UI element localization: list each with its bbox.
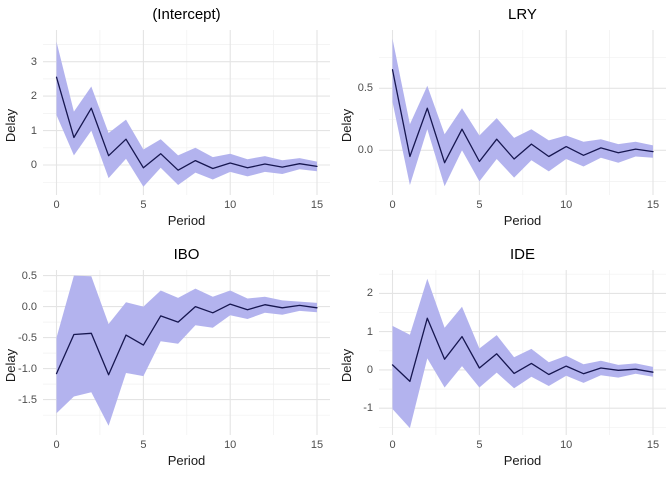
delay-line: [55, 76, 318, 171]
confidence-ribbon: [56, 275, 317, 426]
y-axis-title: Delay: [3, 348, 19, 382]
x-axis-title: Period: [167, 213, 206, 228]
chart-ide-canvas: [379, 270, 666, 435]
y-axis-title-wrap: Delay: [0, 270, 22, 460]
x-axis-title: Period: [167, 453, 206, 468]
y-axis-title-wrap: Delay: [336, 30, 358, 220]
confidence-ribbon: [392, 278, 653, 429]
y-axis-title: Delay: [339, 108, 355, 142]
delay-line: [391, 317, 654, 383]
panel-title: IBO: [173, 246, 200, 263]
chart-intercept-canvas: [43, 30, 330, 195]
y-axis-title-wrap: Delay: [0, 30, 22, 220]
confidence-ribbon: [392, 38, 653, 187]
panel-title: IDE: [509, 246, 535, 263]
y-axis-title: Delay: [339, 348, 355, 382]
chart-ibo-canvas: [43, 270, 330, 435]
panel-title: (Intercept): [152, 6, 221, 23]
y-axis-title: Delay: [3, 108, 19, 142]
delay-line: [55, 303, 318, 376]
x-axis-title: Period: [503, 213, 542, 228]
panel-ibo: IBO Delay Period -1.5 -1.0 -0.5 0.0 0.5 0 5 10 1…: [0, 240, 336, 480]
panel-intercept: (Intercept) Delay Period 0 1 2 3 0 5 10 15: [0, 0, 336, 240]
x-axis-title: Period: [503, 453, 542, 468]
chart-lry-canvas: [379, 30, 666, 195]
panel-lry: LRY Delay Period 0.0 0.5 0 5 10 15: [336, 0, 672, 240]
delay-line: [391, 69, 654, 164]
panel-ide: IDE Delay Period -1 0 1 2 0 5 10 15: [336, 240, 672, 480]
y-axis-title-wrap: Delay: [336, 270, 358, 460]
confidence-ribbon: [56, 41, 317, 187]
panel-title: LRY: [508, 6, 537, 23]
